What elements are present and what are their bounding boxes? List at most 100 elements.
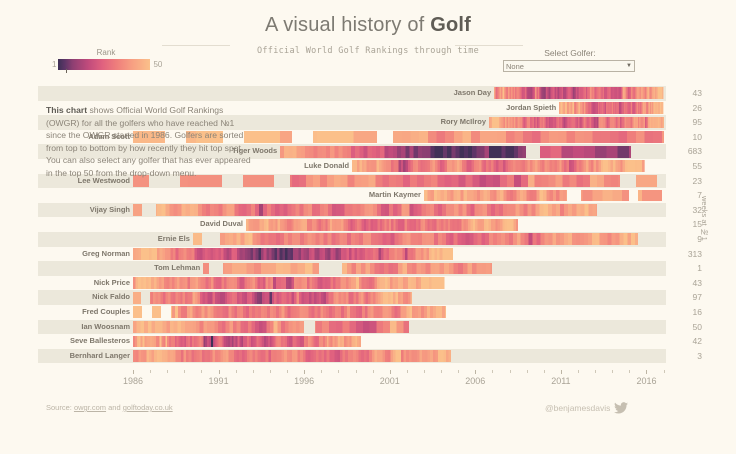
rank-ribbon[interactable]	[245, 218, 519, 231]
weeks-at-no1-value: 42	[692, 336, 702, 347]
x-axis-tick-minor	[355, 370, 357, 373]
rank-ribbon[interactable]	[280, 145, 526, 158]
rank-legend-gradient	[58, 59, 151, 70]
rank-ribbon[interactable]	[133, 174, 149, 187]
rank-ribbon[interactable]	[342, 262, 493, 275]
golfer-row[interactable]: Luke Donald	[38, 159, 666, 174]
x-axis-tick-minor	[492, 370, 494, 373]
rank-ribbon[interactable]	[203, 262, 209, 275]
x-axis: 1986 1991 1996 2001 2006 2011 2016	[0, 370, 736, 394]
rank-ribbon[interactable]	[290, 174, 621, 187]
rank-legend-max: 50	[153, 60, 163, 69]
weeks-at-no1-value: 50	[692, 321, 702, 332]
twitter-bird-icon	[614, 402, 629, 414]
x-axis-tick-minor	[184, 370, 186, 373]
annotation-body: shows Official World Golf Rankings (OWGR…	[46, 105, 251, 178]
rank-ribbon[interactable]	[180, 174, 223, 187]
weeks-at-no1-value: 23	[692, 175, 702, 186]
rank-ribbon[interactable]	[133, 291, 142, 304]
rank-ribbon[interactable]	[192, 233, 202, 246]
page-subtitle: Official World Golf Rankings through tim…	[256, 46, 480, 56]
chevron-down-icon: ▼	[626, 63, 632, 69]
rank-ribbon[interactable]	[186, 131, 224, 143]
x-axis-tick-major	[475, 370, 477, 374]
source-prefix: Source:	[46, 403, 74, 412]
golfer-name: Martin Kaymer	[368, 190, 421, 200]
x-axis-tick-minor	[441, 370, 443, 373]
rank-ribbon[interactable]	[392, 131, 664, 143]
golfer-row[interactable]: Lee Westwood	[38, 173, 666, 189]
rank-ribbon[interactable]	[635, 174, 657, 187]
golfer-row[interactable]: Nick Price	[38, 276, 666, 291]
x-axis-tick-minor	[406, 370, 408, 373]
golfer-selector[interactable]: Select Golfer: None ▼	[503, 48, 637, 72]
rank-ribbon[interactable]	[133, 131, 165, 143]
rank-legend-label: Rank	[96, 48, 116, 57]
rank-ribbon[interactable]	[244, 131, 293, 143]
x-axis-tick-minor	[663, 370, 665, 373]
rank-ribbon[interactable]	[133, 204, 143, 216]
x-axis-tick-minor	[543, 370, 545, 373]
rank-ribbon[interactable]	[156, 204, 597, 216]
rank-ribbon[interactable]	[423, 189, 567, 202]
rank-ribbon[interactable]	[539, 145, 632, 158]
golfer-row[interactable]: Rory McIlroy	[38, 115, 666, 130]
golfer-row[interactable]: Seve Ballesteros	[38, 334, 666, 349]
golfer-row[interactable]: Vijay Singh	[38, 202, 666, 218]
rank-ribbon[interactable]	[223, 262, 319, 275]
golfer-row[interactable]: Adam Scott	[38, 130, 666, 145]
golfer-row[interactable]: David Duval	[38, 217, 666, 232]
golfer-row[interactable]: Ian Woosnam	[38, 319, 666, 335]
rank-ribbon[interactable]	[242, 174, 275, 187]
rank-ribbon[interactable]	[580, 189, 629, 202]
x-axis-tick-minor	[167, 370, 169, 373]
rank-ribbon[interactable]	[133, 335, 361, 348]
rank-ribbon[interactable]	[638, 189, 662, 202]
x-axis-tick-minor	[235, 370, 237, 373]
weeks-at-no1-value: 15	[692, 219, 702, 230]
rank-ribbon[interactable]	[489, 116, 664, 129]
golfer-row[interactable]: Fred Couples	[38, 305, 666, 320]
rank-ribbon[interactable]	[151, 306, 162, 319]
rank-ribbon[interactable]	[133, 350, 452, 362]
rank-ribbon[interactable]	[133, 306, 143, 319]
rank-ribbon[interactable]	[352, 160, 645, 173]
golfer-row[interactable]: Martin Kaymer	[38, 188, 666, 203]
golfer-row[interactable]: Jason Day	[38, 86, 666, 101]
golfer-select-box[interactable]: None ▼	[503, 60, 635, 72]
x-axis-tick-minor	[612, 370, 614, 373]
golfer-name: Vijay Singh	[89, 204, 130, 214]
golfer-row[interactable]: Greg Norman	[38, 247, 666, 262]
rank-ribbon[interactable]	[133, 320, 304, 333]
golfer-row[interactable]: Tom Lehman	[38, 261, 666, 276]
annotation-lead: This chart	[46, 105, 88, 115]
source-link-owgr[interactable]: owgr.com	[73, 403, 107, 412]
golfer-select-value: None	[506, 61, 524, 71]
source-credit: Source: owgr.com and golftoday.co.uk	[46, 403, 173, 412]
weeks-at-no1-value: 97	[692, 292, 702, 303]
golfer-name: Adam Scott	[88, 131, 130, 141]
x-axis-tick-minor	[338, 370, 340, 373]
x-axis-tick-minor	[287, 370, 289, 373]
rank-ribbon[interactable]	[133, 277, 445, 289]
source-link-golftoday[interactable]: golftoday.co.uk	[122, 403, 173, 412]
x-axis-tick-label: 2016	[636, 376, 657, 386]
weeks-at-no1-value: 16	[692, 307, 702, 317]
rank-ribbon[interactable]	[313, 131, 378, 143]
golfer-row[interactable]: Bernhard Langer	[38, 348, 666, 364]
rank-ribbon[interactable]	[170, 306, 447, 319]
golfer-row[interactable]: Jordan Spieth	[38, 101, 666, 116]
rank-ribbon[interactable]	[494, 87, 664, 100]
rank-ribbon[interactable]	[219, 233, 638, 246]
x-axis-tick-minor	[458, 370, 460, 373]
rank-ribbon[interactable]	[149, 291, 412, 304]
x-axis-tick-minor	[578, 370, 579, 373]
golfer-row[interactable]: Nick Faldo	[38, 290, 666, 305]
author-handle[interactable]: @benjamesdavis	[545, 402, 629, 414]
rank-ribbon[interactable]	[559, 101, 664, 114]
rank-ribbon[interactable]	[314, 320, 409, 333]
golfer-row[interactable]: Ernie Els	[38, 232, 666, 247]
golfer-row[interactable]: Tiger Woods	[38, 144, 666, 159]
rank-ribbon[interactable]	[133, 247, 454, 260]
